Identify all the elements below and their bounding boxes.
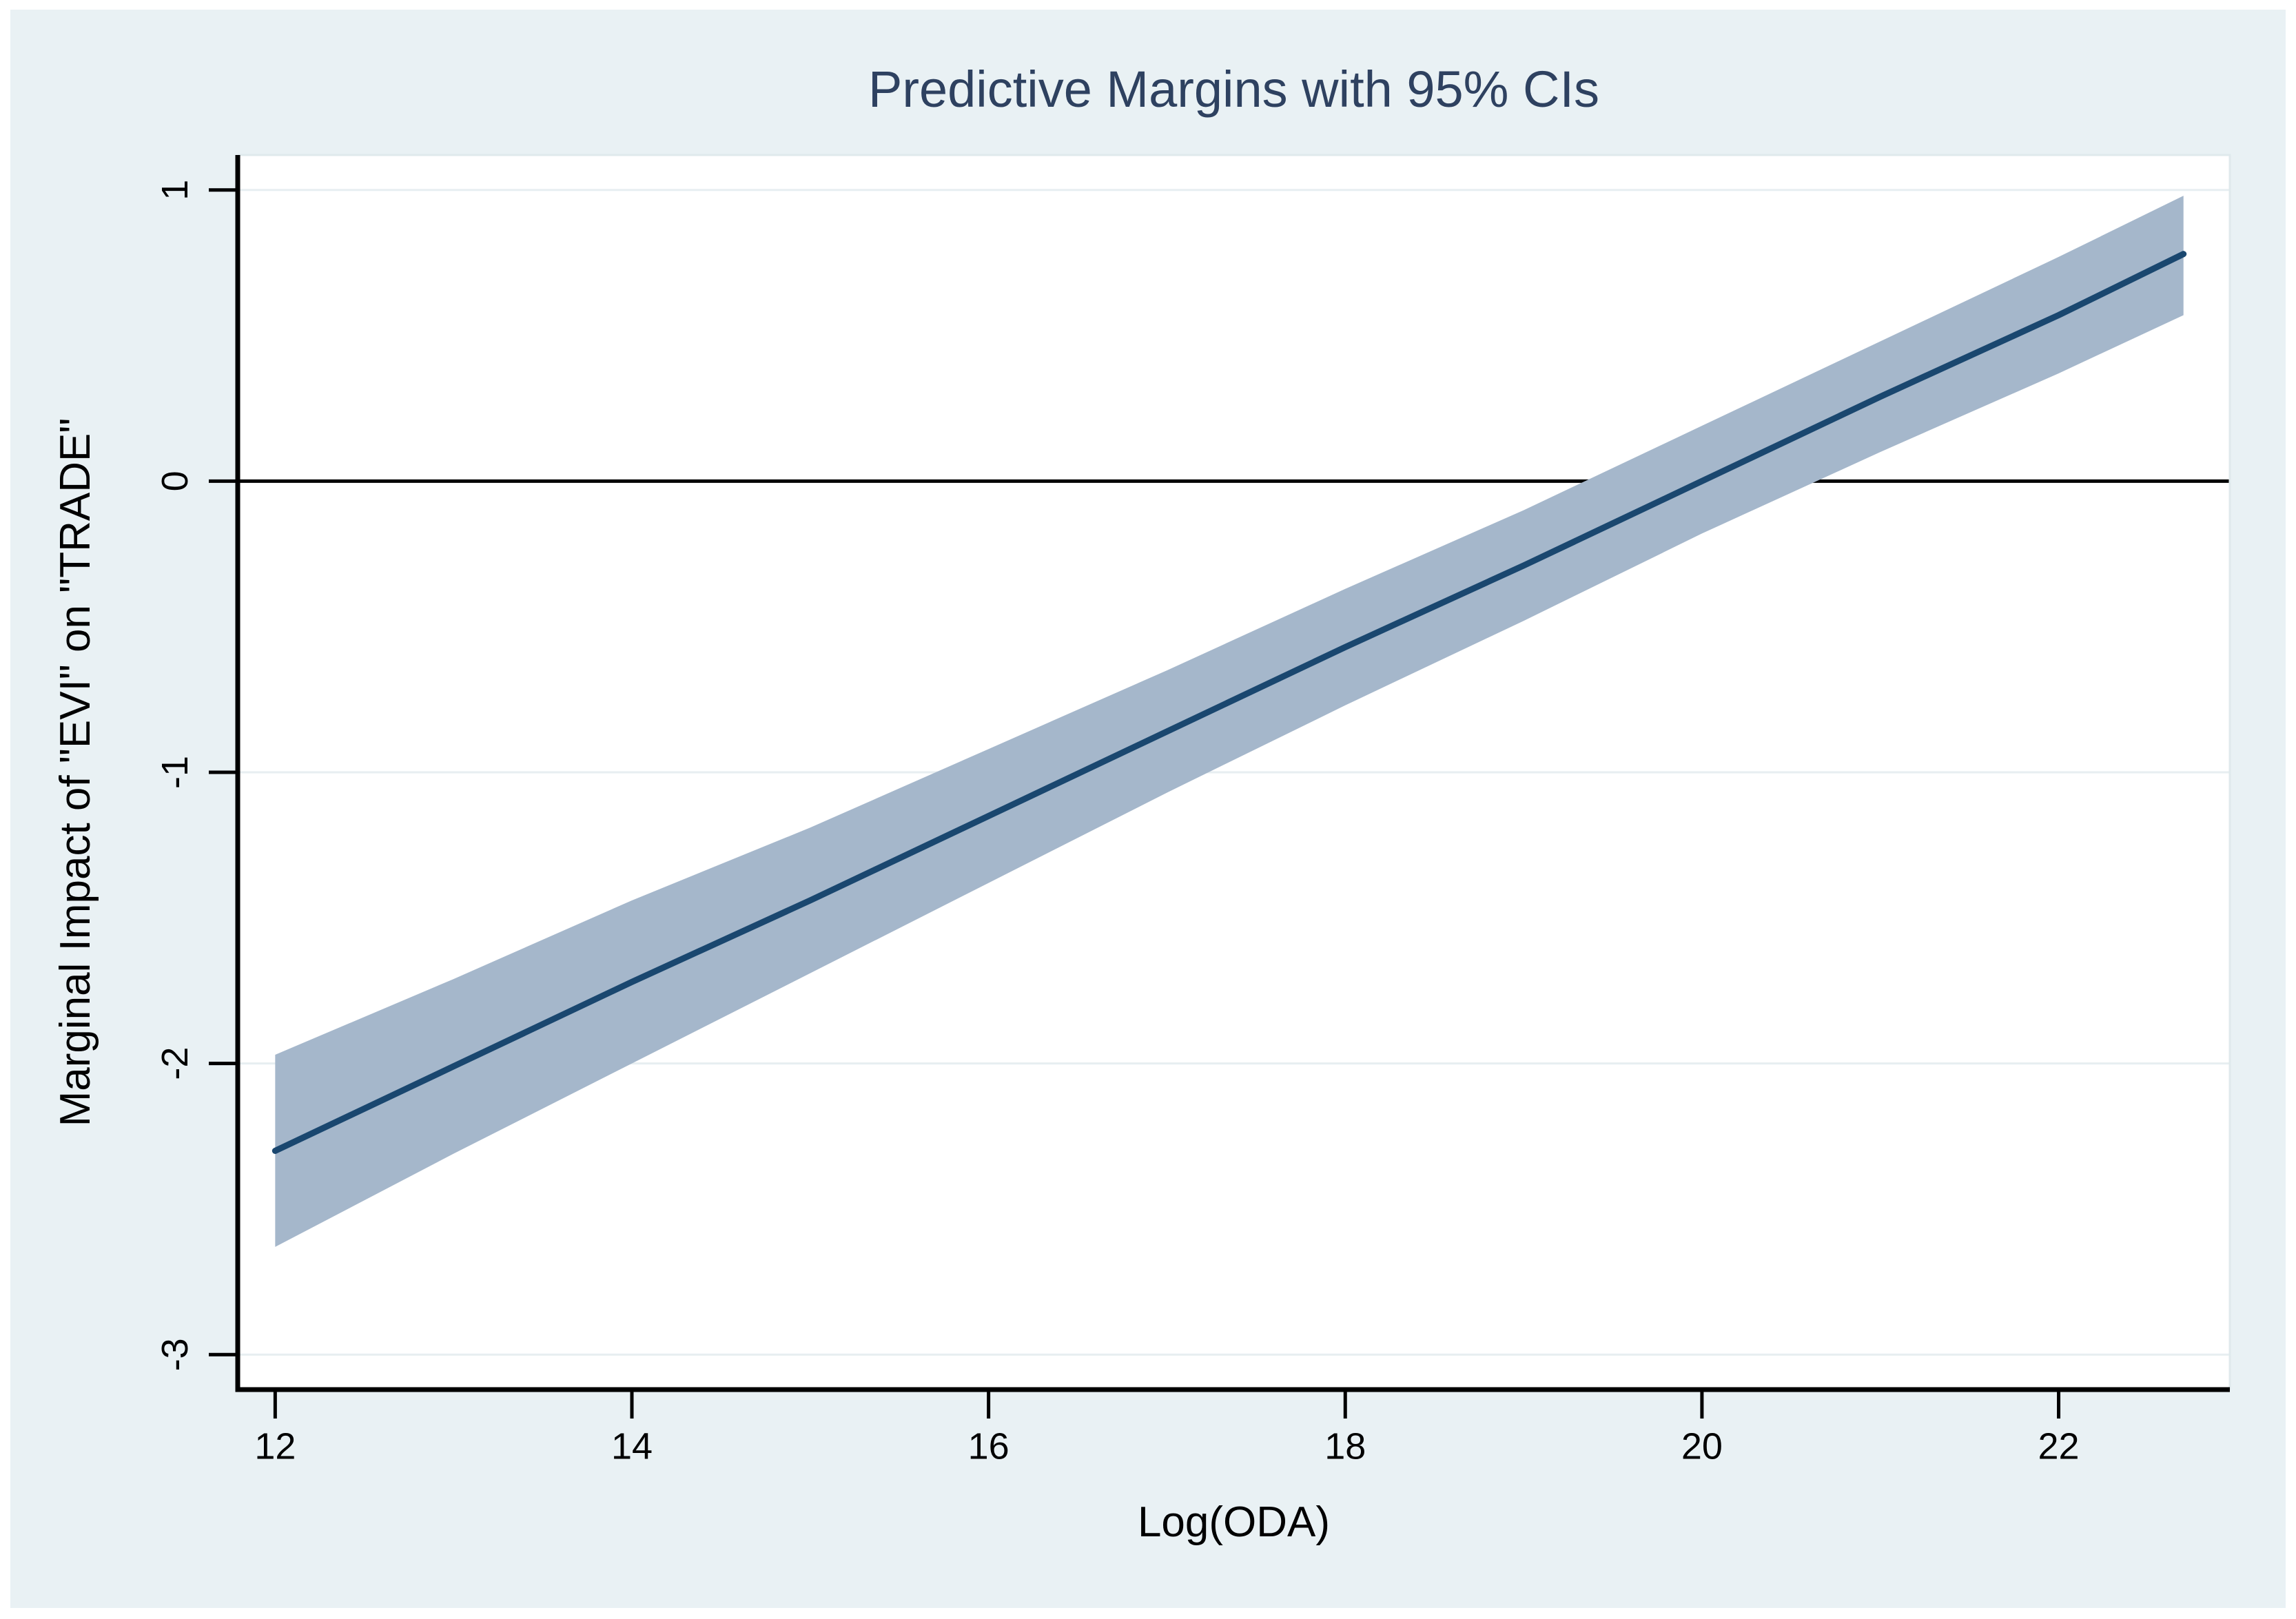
axes <box>235 155 2230 1392</box>
y-tick-marks <box>209 188 238 1357</box>
x-axis-title: Log(ODA) <box>1138 1498 1330 1546</box>
ci-band-area <box>275 196 2184 1247</box>
y-tick-label: -2 <box>154 1047 196 1080</box>
x-tick-marks <box>273 1390 2061 1419</box>
y-axis-title: Marginal Impact of "EVI" on "TRADE" <box>52 418 99 1127</box>
y-tick-labels: 1 0 -1 -2 -3 <box>154 180 196 1372</box>
plot-outline-path <box>238 154 2231 1390</box>
x-tick-label: 18 <box>1324 1425 1366 1467</box>
axis-lines <box>235 155 2230 1392</box>
y-tick-label: -1 <box>154 756 196 789</box>
x-tick-label: 20 <box>1681 1425 1723 1467</box>
y-tick-label: 1 <box>154 180 196 200</box>
x-tick-label: 12 <box>254 1425 296 1467</box>
margin-line <box>271 251 2187 1154</box>
x-tick-label: 14 <box>611 1425 653 1467</box>
chart-title: Predictive Margins with 95% CIs <box>868 61 1599 118</box>
x-tick-label: 22 <box>2038 1425 2079 1467</box>
ci-band <box>275 196 2184 1247</box>
plot-outline <box>238 154 2231 1390</box>
y-tick-label: 0 <box>154 471 196 491</box>
x-tick-labels: 12 14 16 18 20 22 <box>254 1425 2079 1467</box>
y-tick-label: -3 <box>154 1338 196 1371</box>
x-tick-label: 16 <box>968 1425 1009 1467</box>
predictive-margin-line <box>271 251 2187 1154</box>
